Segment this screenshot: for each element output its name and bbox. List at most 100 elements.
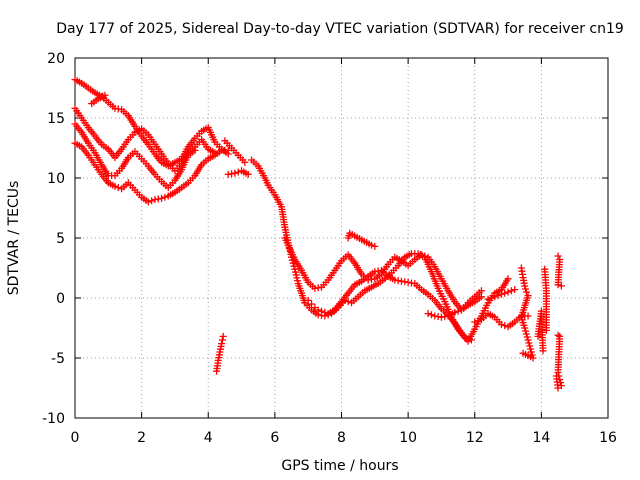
data-point: [341, 296, 349, 304]
data-points: [71, 76, 565, 392]
data-point: [484, 295, 492, 303]
x-tick-label: 12: [466, 430, 484, 446]
series-track-j: [281, 234, 485, 314]
series-track-o: [484, 286, 519, 303]
y-tick-label: 20: [47, 51, 65, 67]
data-point: [521, 324, 529, 332]
data-point: [497, 320, 505, 328]
data-point: [526, 342, 534, 350]
data-point: [241, 158, 249, 166]
data-point-fill: [474, 317, 482, 325]
data-point: [524, 336, 532, 344]
data-point-fill: [218, 336, 226, 344]
chart-title: Day 177 of 2025, Sidereal Day-to-day VTE…: [56, 21, 624, 37]
data-point: [539, 347, 547, 355]
x-tick-label: 4: [204, 430, 213, 446]
series-track-c: [71, 120, 199, 192]
data-point-fill: [324, 311, 332, 319]
data-point: [554, 281, 562, 289]
data-point: [542, 326, 550, 334]
data-point: [554, 368, 562, 376]
data-point: [554, 331, 562, 339]
series-track-e: [88, 91, 109, 108]
data-point: [511, 286, 519, 294]
data-point: [461, 334, 469, 342]
grid: [75, 58, 608, 418]
y-axis-label: SDTVAR / TECUs: [6, 181, 22, 296]
data-point: [554, 252, 562, 260]
data-point: [467, 336, 475, 344]
data-point: [504, 288, 512, 296]
data-point-fill: [523, 333, 531, 341]
y-tick-label: 5: [56, 231, 65, 247]
data-point-fill: [148, 197, 156, 205]
data-point-fill: [487, 294, 495, 302]
data-point: [158, 194, 166, 202]
data-point-fill: [114, 184, 122, 192]
data-point: [451, 308, 459, 316]
data-point: [477, 287, 485, 295]
data-point: [144, 198, 152, 206]
data-point-fill: [522, 285, 530, 293]
series-track-r: [552, 252, 565, 392]
data-point-fill: [507, 287, 515, 295]
data-point: [491, 293, 499, 301]
series-track-p: [517, 264, 537, 362]
data-point: [497, 290, 505, 298]
data-point: [522, 288, 530, 296]
data-point: [527, 348, 535, 356]
data-point: [522, 330, 530, 338]
data-point: [471, 318, 479, 326]
data-point: [308, 300, 316, 308]
data-point: [504, 275, 512, 283]
data-point-fill: [344, 298, 352, 306]
data-point: [367, 241, 375, 249]
axis-ticks: 0 2 4 6 8 10 12 14 16 -10 -5 0 5 10 15 20: [42, 51, 617, 446]
series-track-f: [221, 137, 249, 166]
y-tick-label: 0: [56, 291, 65, 307]
data-point: [111, 182, 119, 190]
series-track-g: [224, 167, 252, 178]
data-point: [524, 312, 532, 320]
data-point-fill: [494, 292, 502, 300]
data-point-fill: [525, 339, 533, 347]
series-track-l: [424, 293, 485, 321]
data-point-fill: [427, 311, 435, 319]
x-tick-label: 8: [337, 430, 346, 446]
data-point: [218, 340, 226, 348]
y-tick-label: -10: [42, 411, 65, 427]
x-tick-label: 14: [532, 430, 550, 446]
series-track-m: [344, 229, 379, 250]
data-point: [321, 312, 329, 320]
data-point: [101, 91, 109, 99]
data-point-fill: [464, 335, 472, 343]
x-tick-label: 2: [137, 430, 146, 446]
data-point: [231, 169, 239, 177]
data-point-fill: [289, 259, 297, 267]
data-point-fill: [161, 193, 169, 201]
x-tick-label: 16: [599, 430, 617, 446]
series-track-q: [534, 265, 550, 355]
data-point: [521, 282, 529, 290]
y-tick-label: -5: [51, 351, 65, 367]
data-point: [424, 310, 432, 318]
data-point: [477, 293, 485, 301]
data-point: [552, 372, 560, 380]
data-point: [519, 349, 527, 357]
series-track-h: [213, 332, 227, 375]
data-point: [244, 170, 252, 178]
y-tick-label: 10: [47, 171, 65, 187]
x-tick-label: 0: [71, 430, 80, 446]
data-point-fill: [522, 327, 530, 335]
data-point: [371, 242, 379, 250]
data-point-fill: [501, 289, 509, 297]
data-point-fill: [454, 307, 462, 315]
y-tick-label: 15: [47, 111, 65, 127]
series-track-d: [71, 139, 232, 206]
x-tick-label: 10: [399, 430, 417, 446]
x-tick-label: 6: [270, 430, 279, 446]
data-point: [191, 146, 199, 154]
data-point-fill: [527, 345, 535, 353]
